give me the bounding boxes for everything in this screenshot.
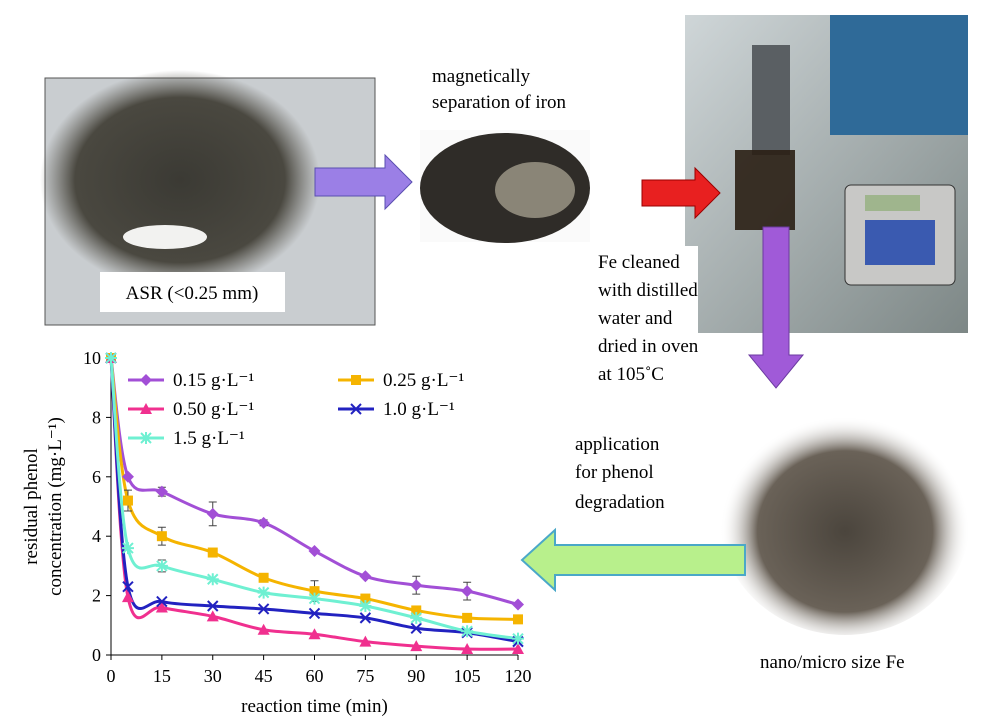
legend-label: 0.15 g·L⁻¹ — [173, 370, 254, 391]
marker — [512, 632, 524, 645]
marker — [155, 559, 168, 572]
chart: 0 2 4 6 8 10 0 15 30 45 60 75 90 105 120 reaction time … — [21, 348, 532, 717]
marker — [308, 628, 321, 640]
asr-label: ASR (<0.25 mm) — [126, 283, 259, 304]
label-backdrop — [588, 246, 698, 386]
marker — [359, 612, 372, 624]
cleaning-label: Fe cleaned with distilled water and drie… — [598, 252, 699, 385]
asr-photo: ASR (<0.25 mm) — [40, 70, 376, 326]
marker — [410, 579, 423, 592]
marker — [206, 610, 219, 622]
marker — [156, 595, 168, 608]
marker — [309, 586, 320, 597]
marker — [461, 625, 474, 638]
marker — [512, 598, 524, 611]
x-tick-label: 60 — [306, 666, 324, 686]
marker — [461, 585, 474, 598]
legend-label: 0.50 g·L⁻¹ — [173, 399, 254, 420]
arrow — [520, 527, 746, 593]
marker — [122, 495, 133, 506]
cleaning-line: at 105˚C — [598, 364, 664, 385]
marker — [121, 542, 134, 555]
y-tick-label: 4 — [92, 526, 101, 546]
cleaning-line: with distilled — [598, 280, 698, 301]
y-tick-label: 0 — [92, 645, 101, 665]
x-tick-label: 105 — [454, 666, 481, 686]
x-tick-label: 90 — [407, 666, 425, 686]
x-axis-label: reaction time (min) — [241, 696, 388, 717]
separation-label: magnetically — [432, 66, 531, 87]
marker — [206, 573, 219, 586]
arrow — [747, 226, 805, 389]
marker — [257, 516, 270, 529]
series-line — [109, 357, 519, 606]
marker — [206, 507, 219, 520]
x-tick-label: 75 — [356, 666, 374, 686]
marker — [359, 635, 372, 647]
x-tick-label: 120 — [505, 666, 532, 686]
legend-marker — [140, 403, 152, 414]
x-tick-label: 15 — [153, 666, 171, 686]
x-tick-label: 30 — [204, 666, 222, 686]
marker — [207, 547, 218, 558]
y-tick-label: 2 — [92, 586, 101, 606]
legend-marker — [350, 403, 362, 415]
marker — [359, 570, 372, 583]
marker — [308, 607, 321, 620]
x-tick-label: 45 — [255, 666, 273, 686]
marker — [411, 605, 422, 616]
plot-background — [111, 358, 518, 655]
legend-marker — [351, 375, 361, 385]
y-axis-label: residual phenol — [21, 448, 42, 565]
cleaning-line: dried in oven — [598, 336, 699, 357]
marker — [410, 640, 423, 652]
marker — [410, 611, 423, 624]
marker — [105, 352, 117, 364]
marker — [121, 591, 134, 603]
y-axis-label: concentration (mg·L⁻¹) — [45, 417, 66, 596]
y-tick-label: 8 — [92, 407, 101, 427]
y-tick-label: 10 — [83, 348, 101, 368]
marker — [156, 531, 167, 542]
application-line: application — [575, 434, 660, 455]
marker — [360, 593, 371, 604]
marker — [410, 622, 422, 634]
application-label: application for phenol degradation — [575, 434, 665, 513]
y-tick-label: 6 — [92, 467, 101, 487]
product-label: nano/micro size Fe — [760, 652, 905, 673]
marker — [359, 599, 372, 612]
separation-label: separation of iron — [432, 92, 567, 113]
powder-photo: nano/micro size Fe — [720, 405, 970, 673]
marker — [257, 586, 270, 599]
legend-label: 1.0 g·L⁻¹ — [383, 399, 455, 420]
cleaning-line: water and — [598, 308, 673, 329]
arrow — [641, 166, 721, 220]
cleaning-line: Fe cleaned — [598, 252, 680, 273]
marker — [121, 470, 134, 483]
lab-photo — [685, 15, 968, 333]
separation-photo: magnetically separation of iron — [420, 66, 590, 243]
legend-label: 0.25 g·L⁻¹ — [383, 370, 464, 391]
marker — [257, 603, 270, 615]
marker — [308, 545, 321, 558]
marker — [155, 601, 168, 613]
marker — [462, 612, 473, 623]
legend-marker — [140, 374, 152, 386]
marker — [207, 600, 219, 612]
marker — [513, 614, 523, 625]
x-tick-label: 0 — [107, 666, 116, 686]
marker — [257, 623, 270, 635]
arrow — [314, 153, 413, 211]
marker — [461, 643, 474, 655]
application-line: degradation — [575, 492, 665, 513]
application-line: for phenol — [575, 462, 654, 483]
marker — [258, 572, 269, 583]
marker — [308, 592, 321, 605]
marker — [512, 643, 524, 655]
marker — [122, 580, 134, 593]
legend-label: 1.5 g·L⁻¹ — [173, 428, 245, 449]
legend-marker — [140, 432, 152, 444]
marker — [155, 485, 168, 498]
